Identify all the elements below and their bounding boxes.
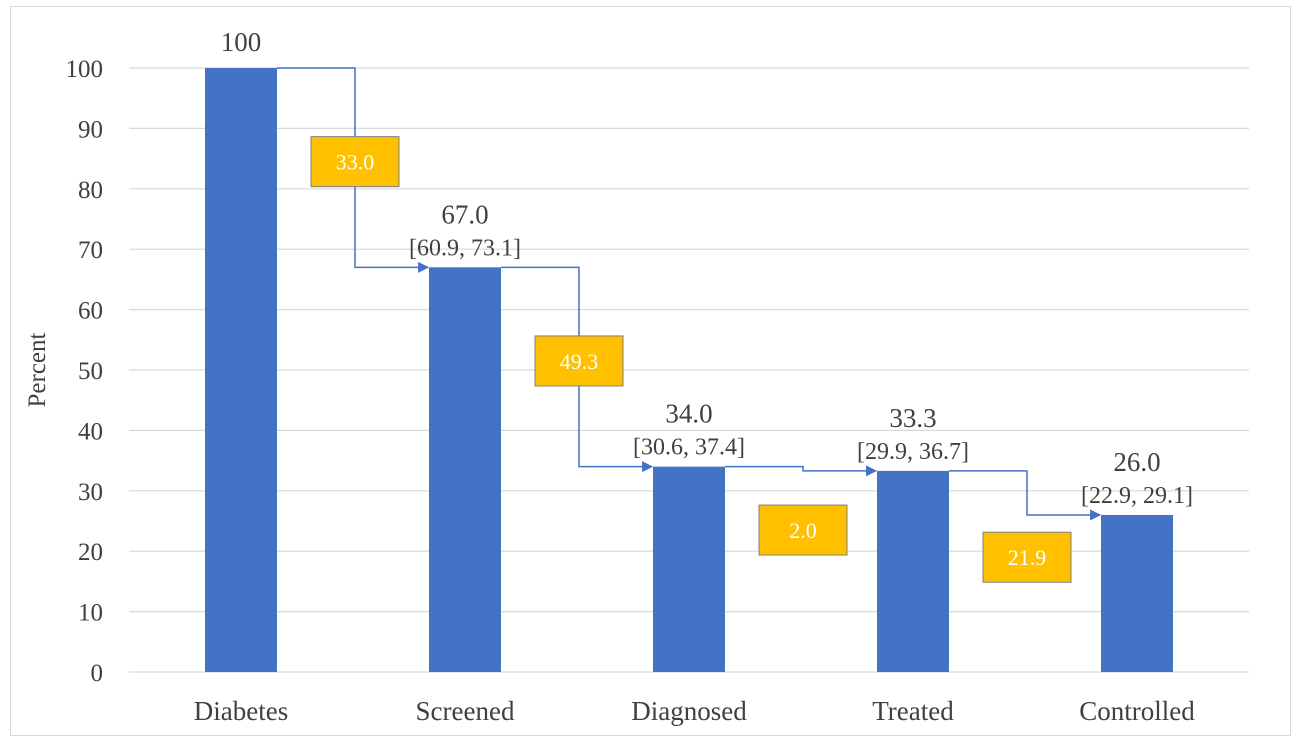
drop-box: [982, 531, 1072, 583]
connector-arrow: [725, 465, 878, 477]
x-tick-label: Diabetes: [194, 696, 288, 726]
drop-box: [310, 136, 400, 188]
ci-label: [30.6, 37.4]: [633, 435, 745, 461]
drop-label: 49.3: [560, 349, 599, 374]
bar-treated: [877, 470, 949, 672]
bar-diagnosed: [653, 466, 725, 672]
y-tick-label: 20: [78, 539, 103, 566]
ci-label: [29.9, 36.7]: [857, 439, 969, 465]
drop-label: 33.0: [336, 150, 375, 175]
y-tick-label: 90: [78, 116, 103, 143]
y-tick-label: 60: [78, 298, 103, 325]
drop-box: [758, 504, 848, 556]
y-axis-title: Percent: [24, 332, 51, 407]
data-label: 100: [221, 27, 262, 57]
chart-frame: 0 10 20 30 40 50 60 70 80 90 100 Percent Diabetes Scr…: [10, 6, 1291, 736]
bar-controlled: [1101, 514, 1173, 672]
y-tick-label: 10: [78, 600, 103, 627]
data-label: 26.0: [1113, 447, 1160, 477]
connector-arrow: [949, 470, 1102, 521]
y-tick-label: 80: [78, 177, 103, 204]
data-label: 67.0: [441, 199, 488, 229]
y-tick-label: 40: [78, 418, 103, 445]
y-tick-label: 50: [78, 358, 103, 385]
x-tick-label: Treated: [872, 696, 954, 726]
y-tick-label: 100: [66, 56, 104, 83]
drop-label: 2.0: [789, 518, 817, 543]
x-tick-label: Screened: [416, 696, 515, 726]
y-tick-label: 0: [91, 660, 104, 687]
bar-screened: [429, 267, 501, 672]
y-tick-label: 30: [78, 479, 103, 506]
x-tick-label: Diagnosed: [631, 696, 747, 726]
data-label: 34.0: [665, 399, 712, 429]
bar-diabetes: [205, 68, 277, 672]
drop-box: [534, 335, 624, 387]
y-tick-label: 70: [78, 237, 103, 264]
x-tick-label: Controlled: [1079, 696, 1195, 726]
drop-label: 21.9: [1008, 545, 1047, 570]
ci-label: [22.9, 29.1]: [1081, 483, 1193, 509]
cascade-chart: 0 10 20 30 40 50 60 70 80 90 100 Percent Diabetes Scr…: [24, 27, 1249, 726]
ci-label: [60.9, 73.1]: [409, 235, 521, 261]
data-label: 33.3: [889, 403, 936, 433]
